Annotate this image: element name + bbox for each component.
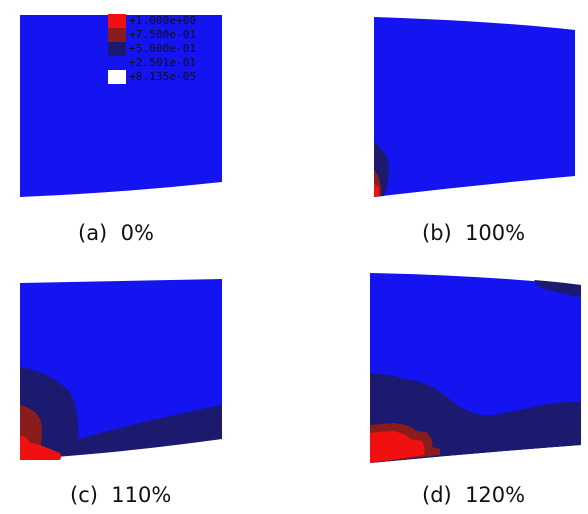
contour-plot-a (20, 15, 222, 197)
region-base-a (20, 15, 222, 197)
panel-a: +1.000e+00 +7.500e-01 +5.000e-01 +2.501e… (0, 0, 294, 257)
legend-label: +7.500e-01 (129, 28, 197, 41)
region-level-1-b (374, 184, 379, 197)
contour-plot-c (20, 279, 222, 460)
legend-label: +2.501e-01 (129, 56, 197, 69)
region-base-b (374, 17, 575, 197)
region-level-1-d (370, 431, 425, 463)
legend-entry: +5.000e-01 (108, 42, 228, 56)
panel-d: (d) 120% (294, 257, 588, 514)
legend-label: +5.000e-01 (129, 42, 197, 55)
legend-swatch (108, 56, 126, 70)
caption-d: (d) 120% (422, 483, 526, 507)
contour-plot-b (374, 17, 575, 197)
legend-entry: +1.000e+00 (108, 14, 228, 28)
contour-plot-d (370, 273, 581, 463)
region-level-1-c (20, 435, 61, 460)
region-level-3-top-d (534, 280, 581, 297)
legend-swatch (108, 28, 126, 42)
legend-swatch (108, 42, 126, 56)
legend-entry: +2.501e-01 (108, 56, 228, 70)
region-level-3-c (20, 367, 222, 460)
legend-label: +1.000e+00 (129, 14, 197, 27)
caption-a: (a) 0% (78, 221, 154, 245)
legend-swatch (108, 70, 126, 84)
legend-label: +8.135e-05 (129, 70, 197, 83)
caption-c: (c) 110% (70, 483, 172, 507)
legend-entry: +7.500e-01 (108, 28, 228, 42)
legend-swatch (108, 14, 126, 28)
panel-b: (b) 100% (294, 0, 588, 257)
panel-c: (c) 110% (0, 257, 294, 514)
caption-b: (b) 100% (422, 221, 526, 245)
legend-entry: +8.135e-05 (108, 70, 228, 84)
